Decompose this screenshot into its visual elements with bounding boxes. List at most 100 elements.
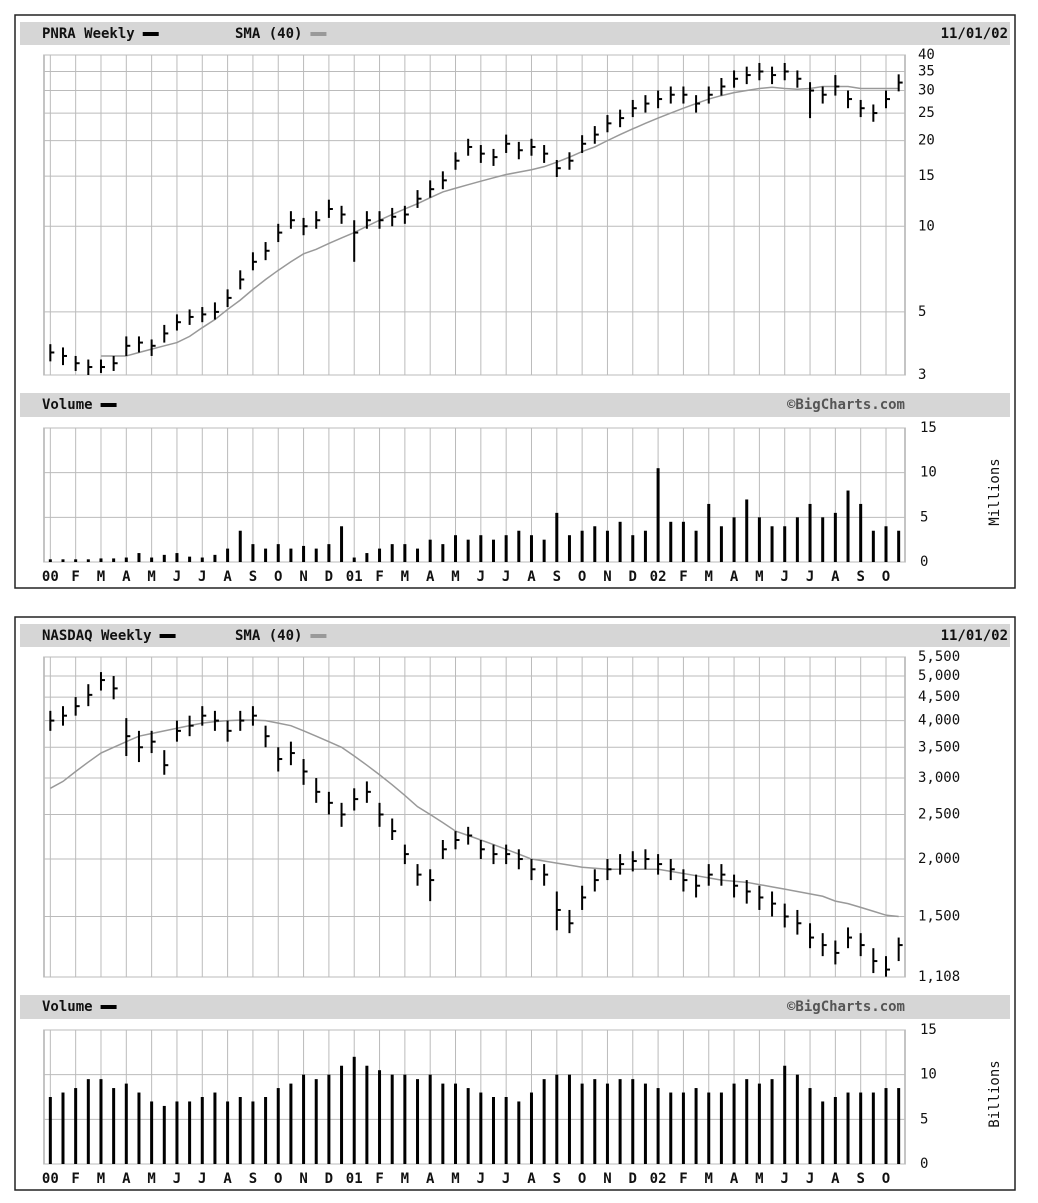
volume-bar [466, 539, 470, 562]
volume-bar [289, 548, 293, 562]
source-label: ©BigCharts.com [787, 397, 905, 413]
panel-border [14, 14, 1016, 589]
y-tick-label: 0 [920, 1156, 928, 1172]
volume-bar [150, 557, 154, 562]
volume-bar [466, 1088, 470, 1164]
legend-label: SMA (40) [235, 628, 302, 644]
x-tick-label: F [679, 569, 687, 585]
volume-bar [48, 1097, 52, 1164]
volume-bar [808, 1088, 812, 1164]
x-tick-label: M [705, 1171, 713, 1187]
volume-bar [403, 1074, 407, 1164]
volume-bar [403, 544, 407, 562]
y-tick-label: 4,500 [918, 689, 960, 705]
volume-bar [86, 559, 90, 562]
y-tick-label: 10 [918, 218, 935, 234]
volume-bar [504, 1097, 508, 1164]
volume-bar [555, 512, 559, 562]
x-tick-label: D [629, 1171, 637, 1187]
y-tick-label: 15 [920, 1022, 937, 1038]
x-tick-label: M [401, 1171, 409, 1187]
volume-bar [745, 1079, 749, 1164]
plot-area [43, 54, 906, 376]
volume-bar [669, 521, 673, 562]
volume-bar [681, 521, 685, 562]
y-tick-label: 15 [920, 420, 937, 436]
volume-bar [605, 1083, 609, 1164]
x-tick-label: A [122, 1171, 131, 1187]
volume-bar [732, 1083, 736, 1164]
volume-bar [175, 553, 179, 562]
volume-bar [757, 1083, 761, 1164]
x-tick-label: 01 [346, 569, 363, 585]
x-tick-label: N [299, 569, 307, 585]
x-tick-label: 00 [42, 1171, 59, 1187]
volume-bar [884, 1088, 888, 1164]
x-tick-label: M [147, 1171, 155, 1187]
volume-bar [188, 1101, 192, 1164]
x-tick-label: J [806, 1171, 814, 1187]
volume-bar [859, 1092, 863, 1164]
volume-bar [226, 1101, 230, 1164]
x-tick-label: N [603, 569, 611, 585]
x-tick-label: S [856, 1171, 864, 1187]
volume-bar [846, 490, 850, 562]
volume-bar [150, 1101, 154, 1164]
volume-bar [99, 558, 103, 562]
volume-bar [897, 1088, 901, 1164]
volume-bar [302, 1074, 306, 1164]
volume-bar [213, 554, 217, 562]
volume-bar [694, 530, 698, 562]
y-tick-label: 5 [918, 304, 926, 320]
y-tick-label: 1,500 [918, 909, 960, 925]
volume-bar [593, 526, 597, 562]
x-tick-label: J [173, 569, 181, 585]
volume-bar [99, 1079, 103, 1164]
volume-bar [302, 545, 306, 562]
y-tick-label: 5 [920, 1111, 928, 1127]
y-tick-label: 3,000 [918, 770, 960, 786]
volume-bar [833, 1097, 837, 1164]
volume-bar [86, 1079, 90, 1164]
x-tick-label: O [578, 569, 586, 585]
volume-bar [618, 1079, 622, 1164]
sma-line [100, 85, 899, 357]
volume-bar [884, 526, 888, 562]
volume-bar [200, 1097, 204, 1164]
volume-bar [517, 530, 521, 562]
volume-bar [757, 517, 761, 562]
x-tick-label: D [629, 569, 637, 585]
x-tick-label: 00 [42, 569, 59, 585]
volume-bar [656, 468, 660, 562]
volume-bar [61, 559, 65, 562]
volume-bar [390, 1074, 394, 1164]
y-tick-label: 10 [920, 465, 937, 481]
volume-bar [112, 1088, 116, 1164]
volume-bar [276, 544, 280, 562]
volume-bar [491, 539, 495, 562]
volume-bar [871, 1092, 875, 1164]
x-tick-label: A [730, 569, 739, 585]
volume-bar [352, 557, 356, 562]
y-tick-label: 10 [920, 1067, 937, 1083]
x-tick-label: J [780, 569, 788, 585]
volume-bar [567, 535, 571, 562]
x-tick-label: M [755, 569, 763, 585]
volume-bar [213, 1092, 217, 1164]
volume-bar [276, 1088, 280, 1164]
volume-bar [264, 548, 268, 562]
x-tick-label: 01 [346, 1171, 363, 1187]
volume-bar [112, 558, 116, 562]
volume-bar [340, 1065, 344, 1164]
volume-bar [605, 530, 609, 562]
x-tick-label: A [223, 1171, 232, 1187]
volume-bar [454, 1083, 458, 1164]
volume-bar [504, 535, 508, 562]
volume-bar [694, 1088, 698, 1164]
volume-bar [643, 530, 647, 562]
volume-bar [416, 1079, 420, 1164]
volume-bar [378, 1070, 382, 1164]
volume-bar [428, 539, 432, 562]
volume-bar [732, 517, 736, 562]
